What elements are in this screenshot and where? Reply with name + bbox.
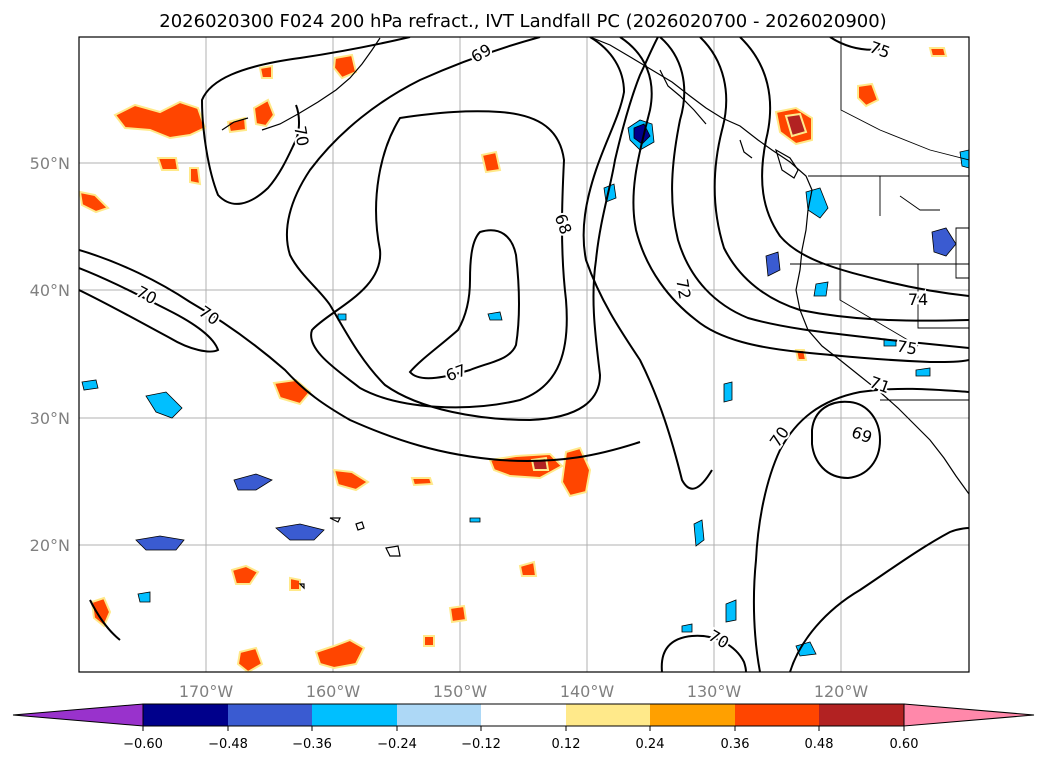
lat-label: 20°N [30, 536, 70, 555]
colorbar-tick-label: −0.60 [123, 737, 163, 752]
colorbar-tick-label: 0.12 [552, 737, 581, 752]
refractivity-contours [79, 37, 969, 672]
coastlines [221, 37, 969, 590]
lat-label: 40°N [30, 281, 70, 300]
map-frame [78, 36, 970, 673]
colorbar-tick-label: −0.24 [377, 737, 417, 752]
colorbar: −0.60 −0.48 −0.36 −0.24 −0.12 0.12 0.24 … [12, 703, 1035, 752]
colorbar-extend-high [903, 703, 1035, 727]
lat-label: 30°N [30, 409, 70, 428]
colorbar-extend-low [12, 703, 144, 727]
colorbar-segment [312, 704, 397, 726]
colorbar-segment [650, 704, 735, 726]
lon-label: 170°W [179, 682, 234, 701]
colorbar-tick-label: 0.48 [805, 737, 834, 752]
negative-ivt-patches [81, 119, 969, 657]
colorbar-segment [397, 704, 481, 726]
colorbar-tick-label: −0.48 [208, 737, 248, 752]
lon-label: 120°W [814, 682, 869, 701]
lon-label: 160°W [306, 682, 361, 701]
gridlines [79, 37, 969, 672]
colorbar-segment [819, 704, 904, 726]
contour-label: 72 [672, 277, 694, 300]
contour-label: 70 [290, 124, 312, 147]
colorbar-segment [566, 704, 650, 726]
figure-title: 2026020300 F024 200 hPa refract., IVT La… [159, 11, 886, 32]
colorbar-segment [735, 704, 819, 726]
latitude-labels: 50°N 40°N 30°N 20°N [30, 154, 70, 555]
lat-label: 50°N [30, 154, 70, 173]
colorbar-tick-label: 0.60 [890, 737, 919, 752]
political-boundaries [790, 37, 969, 401]
map-panel: 69 70 68 70 70 67 72 74 75 71 70 69 70 7… [79, 37, 969, 672]
colorbar-segment [143, 704, 228, 726]
contour-label: 75 [895, 336, 918, 358]
colorbar-tick-label: 0.24 [636, 737, 665, 752]
longitude-labels: 170°W 160°W 150°W 140°W 130°W 120°W [179, 682, 869, 701]
lon-label: 130°W [687, 682, 742, 701]
lon-label: 140°W [560, 682, 615, 701]
lon-label: 150°W [433, 682, 488, 701]
colorbar-segment [228, 704, 312, 726]
contour-label: 74 [908, 290, 928, 309]
colorbar-tick-label: 0.36 [721, 737, 750, 752]
colorbar-tick-label: −0.12 [461, 737, 501, 752]
colorbar-segment [481, 704, 566, 726]
colorbar-tick-label: −0.36 [292, 737, 332, 752]
